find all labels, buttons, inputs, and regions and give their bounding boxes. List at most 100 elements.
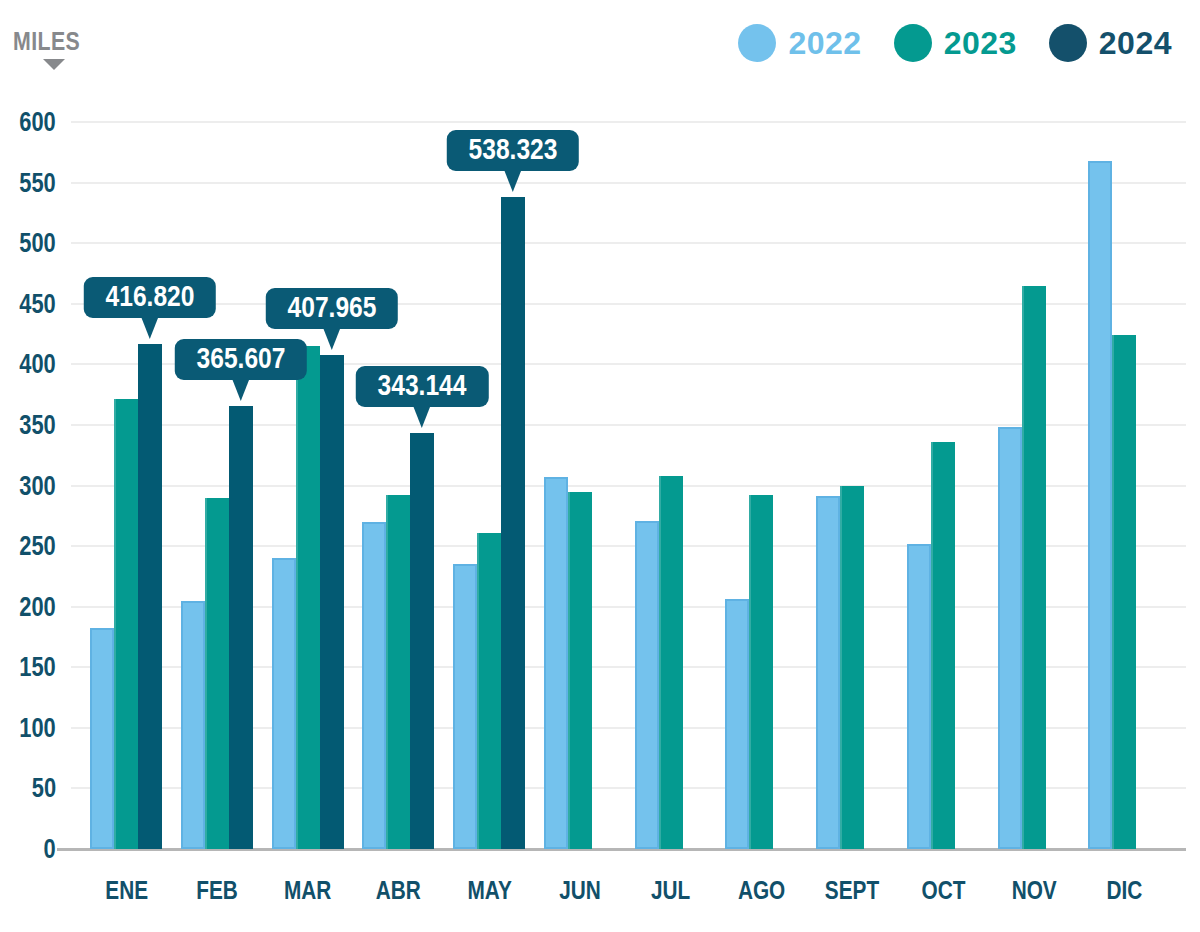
bar-2022-MAR [272, 558, 296, 849]
value-callout: 343.144 [356, 366, 488, 428]
bar-2024-ABR: 343.144 [410, 433, 434, 849]
bar-2022-NOV [998, 427, 1022, 849]
x-axis-label-JUL: JUL [626, 877, 717, 903]
month-cell-JUN: JUN [535, 122, 626, 849]
bar-2024-ENE: 416.820 [138, 344, 162, 849]
x-axis-label-ABR: ABR [353, 877, 444, 903]
bar-2022-FEB [181, 601, 205, 849]
y-axis-tick-label: 500 [0, 229, 56, 257]
legend-label: 2024 [1099, 25, 1172, 62]
plot-area: 050100150200250300350400450500550600 416… [81, 122, 1170, 849]
callout-pointer-icon [504, 169, 522, 192]
y-axis-tick-label: 0 [0, 835, 56, 863]
bar-2022-OCT [907, 544, 931, 849]
y-axis-unit: MILES [13, 26, 95, 70]
y-axis-tick-label: 250 [0, 532, 56, 560]
month-cell-ENE: 416.820ENE [81, 122, 172, 849]
legend-label: 2022 [788, 25, 861, 62]
y-axis-tick-label: 300 [0, 472, 56, 500]
x-axis-label-NOV: NOV [989, 877, 1080, 903]
bar-2022-SEPT [816, 496, 840, 849]
bar-group-AGO [725, 122, 797, 849]
y-axis-tick-label: 550 [0, 169, 56, 197]
y-axis-tick-label: 50 [0, 774, 56, 802]
x-axis-label-AGO: AGO [716, 877, 807, 903]
y-axis-tick-text: 0 [44, 835, 56, 863]
value-callout-text: 343.144 [378, 369, 467, 401]
value-callout-text: 538.323 [469, 133, 558, 165]
bar-group-JUN [544, 122, 616, 849]
bar-2023-FEB [205, 498, 229, 849]
y-axis-tick-label: 150 [0, 653, 56, 681]
bar-2024-FEB: 365.607 [229, 406, 253, 849]
bar-2022-DIC [1088, 161, 1112, 849]
x-axis-label-ENE: ENE [81, 877, 172, 903]
legend-swatch-circle [738, 24, 776, 62]
month-cell-OCT: OCT [898, 122, 989, 849]
legend-swatch-circle [1049, 24, 1087, 62]
bar-2022-JUL [635, 521, 659, 849]
legend: 2022 2023 2024 [738, 24, 1172, 62]
x-axis-label-text: SEPT [825, 877, 879, 903]
bar-group-MAR: 407.965 [272, 122, 344, 849]
y-axis-tick-text: 600 [20, 108, 56, 136]
bar-2023-SEPT [840, 486, 864, 850]
legend-item-2022: 2022 [738, 24, 861, 62]
bar-group-JUL [635, 122, 707, 849]
x-axis-label-text: OCT [921, 877, 965, 903]
bar-2022-AGO [725, 599, 749, 849]
month-cell-MAR: 407.965MAR [263, 122, 354, 849]
x-axis-label-text: DIC [1107, 877, 1143, 903]
bar-2023-DIC [1112, 335, 1136, 849]
month-cell-MAY: 538.323MAY [444, 122, 535, 849]
bar-group-ABR: 343.144 [362, 122, 434, 849]
value-callout: 538.323 [447, 130, 579, 192]
y-axis-tick-label: 100 [0, 714, 56, 742]
bar-2022-MAY [453, 564, 477, 849]
bars-layer: 416.820ENE365.607FEB407.965MAR343.144ABR… [81, 122, 1170, 849]
bar-2022-ENE [90, 628, 114, 849]
month-cell-JUL: JUL [626, 122, 717, 849]
bar-2023-JUL [659, 476, 683, 849]
callout-pointer-icon [141, 316, 159, 339]
x-axis-label-MAR: MAR [263, 877, 354, 903]
bar-2023-MAY [477, 533, 501, 849]
month-cell-FEB: 365.607FEB [172, 122, 263, 849]
bar-2023-NOV [1022, 286, 1046, 849]
x-axis-label-text: MAR [284, 877, 331, 903]
legend-item-2023: 2023 [894, 24, 1017, 62]
bar-group-FEB: 365.607 [181, 122, 253, 849]
callout-pointer-icon [322, 327, 340, 350]
month-cell-NOV: NOV [989, 122, 1080, 849]
value-callout-text: 407.965 [287, 291, 376, 323]
y-axis-tick-label: 450 [0, 290, 56, 318]
y-axis-tick-label: 600 [0, 108, 56, 136]
value-callout-box: 407.965 [265, 288, 397, 329]
y-axis-tick-label: 350 [0, 411, 56, 439]
y-axis-tick-text: 250 [20, 532, 56, 560]
y-axis-tick-text: 100 [20, 714, 56, 742]
bar-group-NOV [998, 122, 1070, 849]
y-axis-tick-text: 200 [20, 593, 56, 621]
bar-group-OCT [907, 122, 979, 849]
month-cell-ABR: 343.144ABR [353, 122, 444, 849]
y-axis-tick-text: 550 [20, 169, 56, 197]
legend-swatch-circle [894, 24, 932, 62]
x-axis-label-text: AGO [738, 877, 785, 903]
x-axis-label-text: MAY [467, 877, 511, 903]
y-axis-tick-text: 300 [20, 472, 56, 500]
x-axis-label-text: ENE [105, 877, 148, 903]
bar-2023-JUN [568, 492, 592, 849]
callout-pointer-icon [232, 378, 250, 401]
x-axis-label-JUN: JUN [535, 877, 626, 903]
x-axis-label-text: JUN [559, 877, 601, 903]
value-callout: 407.965 [265, 288, 397, 350]
y-axis-unit-label: MILES [13, 26, 80, 57]
x-axis-label-DIC: DIC [1079, 877, 1170, 903]
value-callout: 416.820 [84, 277, 216, 339]
x-axis-label-text: JUL [651, 877, 690, 903]
chart-page: MILES 202220232024 050100150200250300350… [0, 0, 1200, 932]
x-axis-label-SEPT: SEPT [807, 877, 898, 903]
y-axis-tick-text: 400 [20, 350, 56, 378]
y-axis-tick-text: 50 [32, 774, 56, 802]
